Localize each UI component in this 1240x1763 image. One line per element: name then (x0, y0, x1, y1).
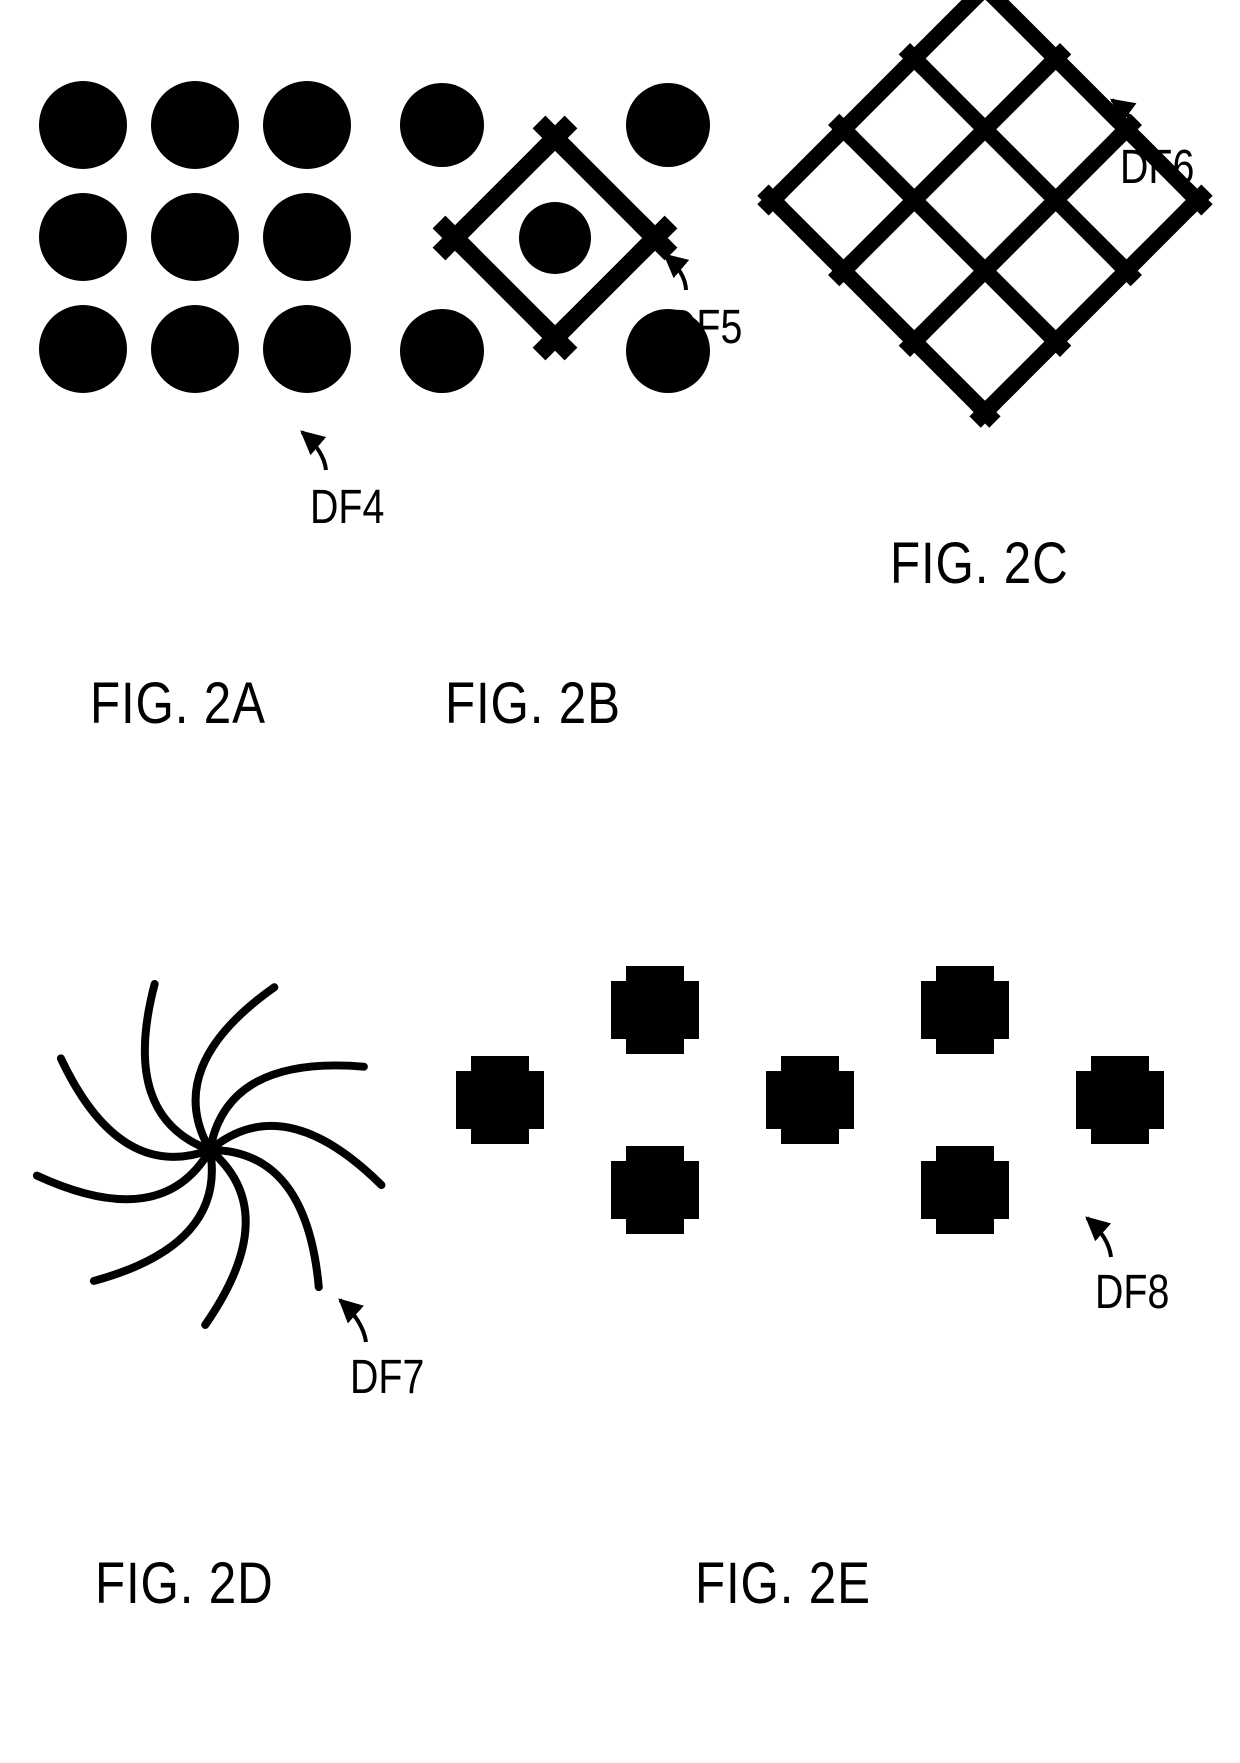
fig-2a (39, 81, 351, 393)
fig-2d (37, 984, 382, 1325)
fig-2c-caption: FIG. 2C (890, 530, 1069, 597)
ref-df5: DF5 (668, 300, 742, 355)
fig-2e (456, 966, 1164, 1234)
ref-df6: DF6 (1120, 140, 1194, 195)
ref-df7: DF7 (350, 1350, 424, 1405)
ref-df8: DF8 (1095, 1265, 1169, 1320)
fig-2d-caption: FIG. 2D (95, 1550, 274, 1617)
fig-2c (753, 0, 1217, 432)
ref-df4: DF4 (310, 480, 384, 535)
fig-2e-caption: FIG. 2E (695, 1550, 871, 1617)
fig-2b (400, 83, 710, 393)
fig-2a-caption: FIG. 2A (90, 670, 266, 737)
fig-2b-caption: FIG. 2B (445, 670, 621, 737)
